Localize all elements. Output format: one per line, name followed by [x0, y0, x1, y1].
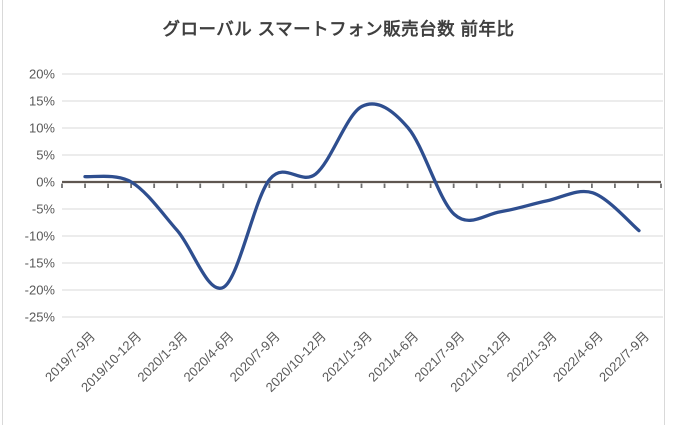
right-cell-border [664, 0, 665, 425]
y-axis-tick-label: -20% [25, 283, 56, 298]
y-axis-tick-label: 20% [29, 67, 55, 82]
y-axis-tick-label: -10% [25, 229, 56, 244]
y-axis-tick-label: 10% [29, 121, 55, 136]
y-axis-tick-label: 15% [29, 94, 55, 109]
x-axis-tick-label: 2022/7-9月 [596, 329, 652, 385]
y-axis-tick-label: -5% [32, 202, 56, 217]
y-axis-tick-label: -25% [25, 310, 56, 325]
series-line [83, 102, 641, 290]
y-axis-tick-label: -15% [25, 256, 56, 271]
y-axis-tick-label: 0% [36, 175, 55, 190]
y-axis-tick-label: 5% [36, 148, 55, 163]
left-cell-border [2, 0, 3, 425]
chart-title: グローバル スマートフォン販売台数 前年比 [162, 19, 515, 39]
